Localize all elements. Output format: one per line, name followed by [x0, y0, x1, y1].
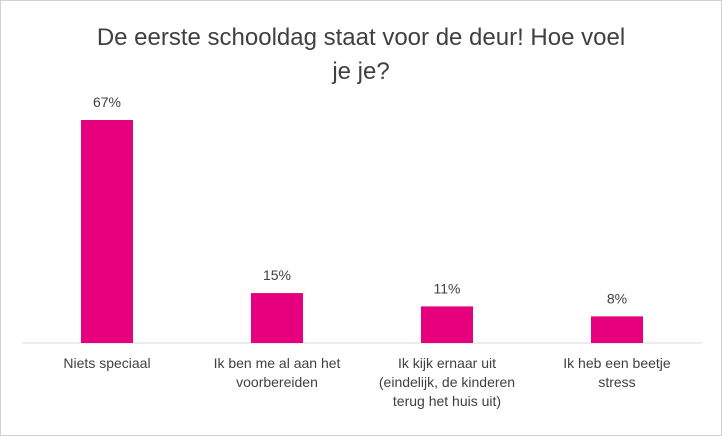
- x-tick-label: Ik ben me al aan het voorbereiden: [214, 355, 341, 390]
- value-label: 15%: [263, 267, 291, 283]
- value-label: 11%: [434, 280, 461, 296]
- bar: [81, 120, 133, 343]
- x-tick-label: Ik heb een beetje stress: [563, 355, 671, 390]
- bar: [591, 316, 643, 343]
- x-tick-label: Niets speciaal: [63, 355, 150, 371]
- x-tick-label: Ik kijk ernaar uit (eindelijk, de kindere…: [379, 355, 515, 409]
- bar: [251, 293, 303, 343]
- chart-title: De eerste schooldag staat voor de deur! …: [97, 24, 625, 85]
- value-label: 8%: [607, 290, 627, 306]
- bar: [421, 306, 473, 343]
- value-label: 67%: [93, 94, 121, 110]
